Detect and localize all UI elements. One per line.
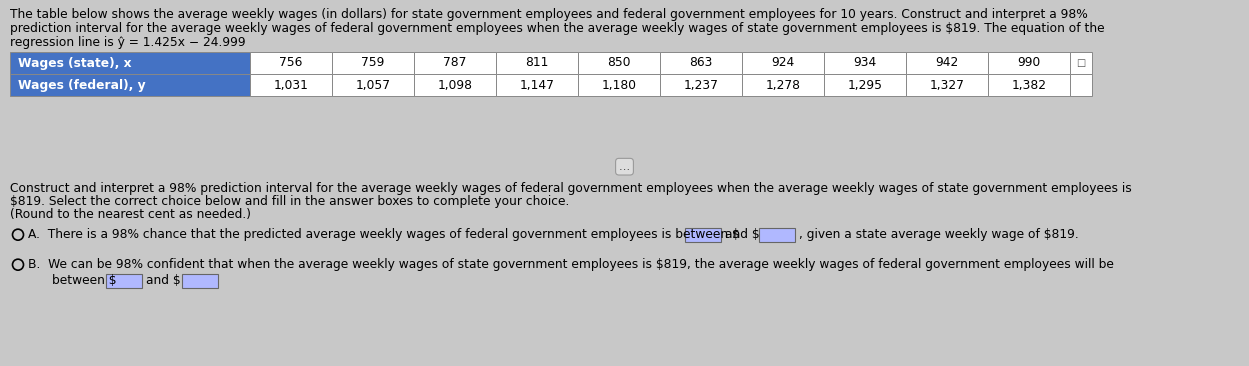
Text: between $: between $ [52, 274, 116, 287]
Text: 1,382: 1,382 [1012, 78, 1047, 92]
Bar [250, 74, 332, 96]
Bar [742, 52, 824, 74]
Bar [332, 74, 413, 96]
Bar [578, 52, 659, 74]
Text: and $: and $ [724, 228, 759, 241]
Text: $819. Select the correct choice below and fill in the answer boxes to complete y: $819. Select the correct choice below an… [10, 195, 570, 208]
Bar [906, 52, 988, 74]
Text: 990: 990 [1018, 56, 1040, 70]
Text: …: … [620, 162, 629, 172]
Text: 1,278: 1,278 [766, 78, 801, 92]
Text: 924: 924 [772, 56, 794, 70]
Bar [988, 74, 1070, 96]
Text: (Round to the nearest cent as needed.): (Round to the nearest cent as needed.) [10, 208, 251, 221]
Text: 811: 811 [526, 56, 548, 70]
Text: , given a state average weekly wage of $819.: , given a state average weekly wage of $… [799, 228, 1079, 241]
Bar [988, 52, 1070, 74]
Bar [106, 274, 142, 288]
Bar [413, 74, 496, 96]
Bar [1070, 52, 1092, 74]
Bar [578, 74, 659, 96]
Text: 787: 787 [443, 56, 467, 70]
Text: Wages (federal), y: Wages (federal), y [17, 78, 146, 92]
Bar [496, 52, 578, 74]
Text: 756: 756 [280, 56, 302, 70]
Bar [332, 52, 413, 74]
Text: 759: 759 [361, 56, 385, 70]
Text: 942: 942 [936, 56, 959, 70]
Text: 1,147: 1,147 [520, 78, 555, 92]
Text: Wages (state), x: Wages (state), x [17, 56, 131, 70]
Bar [659, 74, 742, 96]
Bar [824, 74, 906, 96]
Text: Construct and interpret a 98% prediction interval for the average weekly wages o: Construct and interpret a 98% prediction… [10, 182, 1132, 195]
Text: 934: 934 [853, 56, 877, 70]
Text: 1,057: 1,057 [356, 78, 391, 92]
Text: 1,031: 1,031 [274, 78, 309, 92]
Text: 1,098: 1,098 [437, 78, 472, 92]
Bar [659, 52, 742, 74]
Text: 1,327: 1,327 [929, 78, 964, 92]
Text: B.  We can be 98% confident that when the average weekly wages of state governme: B. We can be 98% confident that when the… [27, 258, 1114, 271]
Bar [1070, 74, 1092, 96]
Text: and $: and $ [146, 274, 181, 287]
Bar [759, 228, 796, 242]
Bar [10, 52, 250, 74]
Bar [250, 52, 332, 74]
Text: prediction interval for the average weekly wages of federal government employees: prediction interval for the average week… [10, 22, 1104, 35]
Text: 850: 850 [607, 56, 631, 70]
Text: A.  There is a 98% chance that the predicted average weekly wages of federal gov: A. There is a 98% chance that the predic… [27, 228, 739, 241]
Text: 1,180: 1,180 [602, 78, 637, 92]
Bar [182, 274, 219, 288]
Bar [10, 74, 250, 96]
Text: □: □ [1077, 58, 1085, 68]
Bar [413, 52, 496, 74]
Text: The table below shows the average weekly wages (in dollars) for state government: The table below shows the average weekly… [10, 8, 1088, 21]
Text: 1,295: 1,295 [848, 78, 883, 92]
Text: 863: 863 [689, 56, 713, 70]
Bar [824, 52, 906, 74]
Text: 1,237: 1,237 [683, 78, 718, 92]
Bar [496, 74, 578, 96]
Bar [742, 74, 824, 96]
Bar [684, 228, 721, 242]
Text: regression line is ŷ = 1.425x − 24.999: regression line is ŷ = 1.425x − 24.999 [10, 36, 246, 49]
Bar [906, 74, 988, 96]
